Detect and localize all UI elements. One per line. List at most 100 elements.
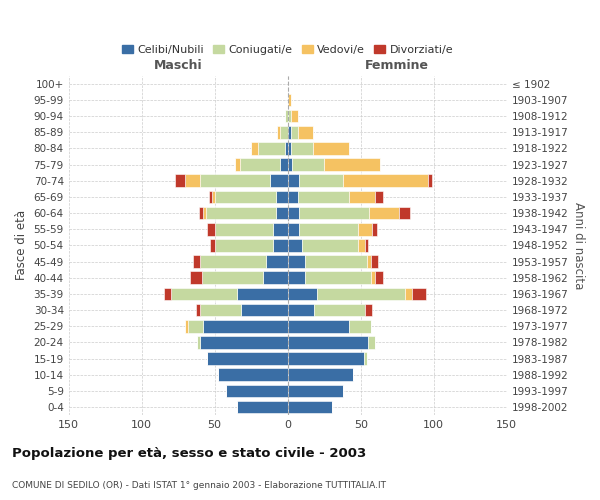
Bar — [349, 320, 371, 332]
Bar — [259, 142, 285, 154]
Bar — [287, 352, 364, 365]
Y-axis label: Anni di nascita: Anni di nascita — [572, 202, 585, 289]
Bar — [208, 352, 287, 365]
Bar — [239, 158, 280, 171]
Y-axis label: Fasce di età: Fasce di età — [15, 210, 28, 280]
Bar — [236, 288, 287, 300]
Bar — [215, 223, 273, 235]
Bar — [373, 223, 377, 235]
Bar — [317, 288, 404, 300]
Bar — [235, 158, 239, 171]
Bar — [287, 304, 314, 316]
Bar — [349, 190, 376, 203]
Bar — [212, 190, 215, 203]
Bar — [287, 272, 305, 284]
Bar — [285, 110, 287, 122]
Bar — [197, 336, 200, 348]
Bar — [287, 94, 290, 106]
Bar — [290, 142, 313, 154]
Bar — [276, 190, 287, 203]
Bar — [280, 158, 287, 171]
Bar — [376, 272, 383, 284]
Text: Popolazione per età, sesso e stato civile - 2003: Popolazione per età, sesso e stato civil… — [12, 448, 366, 460]
Bar — [199, 207, 203, 220]
Bar — [263, 272, 287, 284]
Bar — [313, 142, 349, 154]
Bar — [218, 368, 287, 381]
Bar — [376, 190, 383, 203]
Bar — [276, 207, 287, 220]
Bar — [251, 142, 259, 154]
Bar — [287, 207, 299, 220]
Bar — [370, 207, 398, 220]
Bar — [404, 288, 412, 300]
Bar — [305, 256, 367, 268]
Bar — [428, 174, 432, 187]
Bar — [188, 320, 203, 332]
Bar — [305, 272, 371, 284]
Bar — [203, 320, 287, 332]
Bar — [358, 239, 365, 252]
Bar — [292, 158, 324, 171]
Bar — [171, 288, 236, 300]
Bar — [215, 190, 276, 203]
Bar — [299, 207, 370, 220]
Bar — [203, 207, 206, 220]
Bar — [280, 126, 287, 138]
Bar — [287, 110, 290, 122]
Bar — [343, 174, 428, 187]
Bar — [287, 336, 368, 348]
Bar — [206, 207, 276, 220]
Bar — [368, 336, 376, 348]
Bar — [277, 126, 280, 138]
Legend: Celibi/Nubili, Coniugati/e, Vedovi/e, Divorziati/e: Celibi/Nubili, Coniugati/e, Vedovi/e, Di… — [118, 40, 458, 60]
Bar — [175, 174, 185, 187]
Bar — [287, 401, 331, 413]
Bar — [200, 256, 266, 268]
Bar — [270, 174, 287, 187]
Bar — [200, 336, 287, 348]
Bar — [371, 272, 376, 284]
Bar — [287, 256, 305, 268]
Bar — [190, 272, 202, 284]
Bar — [273, 239, 287, 252]
Bar — [287, 368, 353, 381]
Bar — [398, 207, 410, 220]
Bar — [202, 272, 263, 284]
Bar — [358, 223, 373, 235]
Bar — [273, 223, 287, 235]
Text: Maschi: Maschi — [154, 60, 202, 72]
Bar — [287, 223, 299, 235]
Bar — [364, 352, 367, 365]
Bar — [200, 174, 270, 187]
Bar — [211, 239, 215, 252]
Bar — [236, 401, 287, 413]
Bar — [185, 174, 200, 187]
Text: COMUNE DI SEDILO (OR) - Dati ISTAT 1° gennaio 2003 - Elaborazione TUTTITALIA.IT: COMUNE DI SEDILO (OR) - Dati ISTAT 1° ge… — [12, 480, 386, 490]
Bar — [285, 142, 287, 154]
Bar — [287, 320, 349, 332]
Bar — [226, 384, 287, 397]
Bar — [314, 304, 365, 316]
Bar — [287, 239, 302, 252]
Bar — [365, 304, 373, 316]
Bar — [196, 304, 200, 316]
Bar — [287, 288, 317, 300]
Bar — [299, 174, 343, 187]
Bar — [193, 256, 200, 268]
Bar — [290, 126, 298, 138]
Bar — [302, 239, 358, 252]
Bar — [298, 126, 313, 138]
Bar — [266, 256, 287, 268]
Text: Femmine: Femmine — [365, 60, 429, 72]
Bar — [371, 256, 378, 268]
Bar — [287, 190, 298, 203]
Bar — [324, 158, 380, 171]
Bar — [290, 110, 298, 122]
Bar — [287, 158, 292, 171]
Bar — [299, 223, 358, 235]
Bar — [287, 142, 290, 154]
Bar — [200, 304, 241, 316]
Bar — [164, 288, 171, 300]
Bar — [208, 223, 215, 235]
